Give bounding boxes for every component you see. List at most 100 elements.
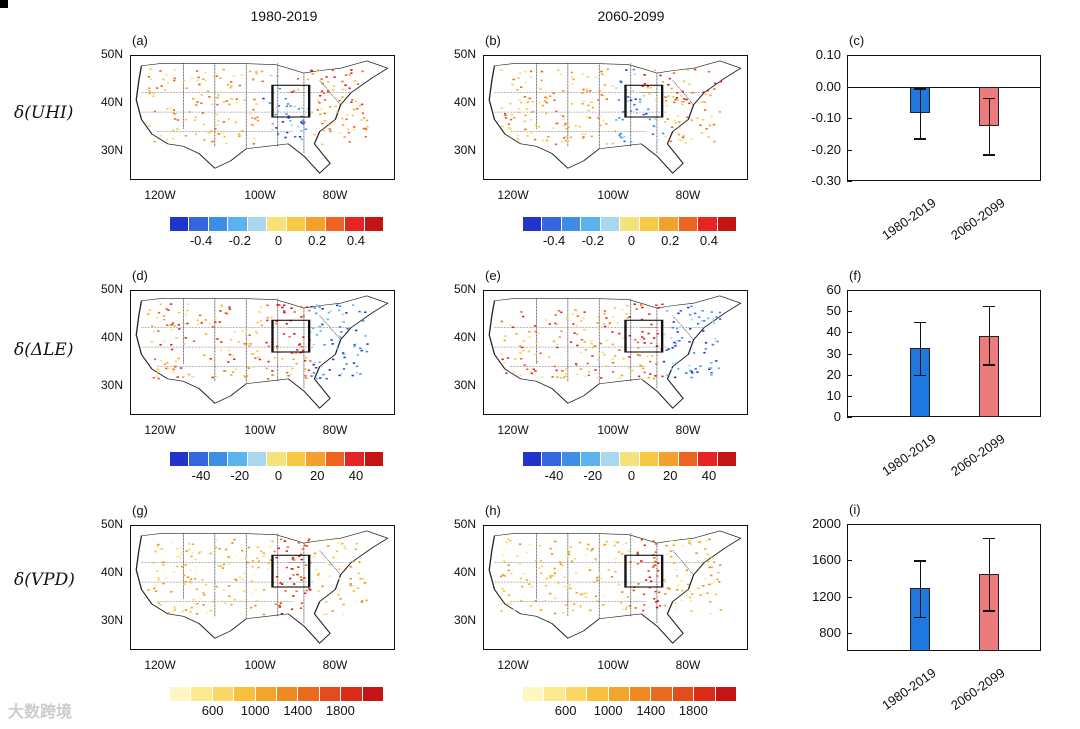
urban-point xyxy=(689,369,692,372)
urban-point xyxy=(328,124,332,126)
urban-point xyxy=(675,327,679,330)
urban-point xyxy=(203,354,206,356)
urban-point xyxy=(365,545,369,548)
urban-point xyxy=(673,376,677,379)
urban-point xyxy=(688,364,691,367)
urban-point xyxy=(364,311,367,314)
urban-point xyxy=(257,560,261,563)
lon-label: 120W xyxy=(497,188,529,202)
urban-point xyxy=(530,372,534,375)
lat-label: 50N xyxy=(453,282,476,296)
urban-point xyxy=(281,306,284,309)
urban-point xyxy=(587,566,590,569)
panel-letter-g: (g) xyxy=(132,503,148,518)
urban-point xyxy=(319,94,322,97)
urban-point xyxy=(292,90,296,92)
urban-point xyxy=(605,317,608,319)
urban-point xyxy=(296,78,300,80)
urban-point xyxy=(605,143,609,145)
urban-point xyxy=(661,81,665,83)
urban-point xyxy=(575,310,579,312)
urban-point xyxy=(281,121,285,123)
urban-point xyxy=(655,606,659,609)
urban-point xyxy=(312,327,315,329)
urban-point xyxy=(239,558,242,560)
urban-point xyxy=(582,136,585,138)
urban-point xyxy=(166,367,170,370)
urban-point xyxy=(692,91,695,94)
urban-point xyxy=(321,308,324,310)
urban-point xyxy=(556,569,560,572)
urban-point xyxy=(228,103,231,106)
colorbar-label: 0 xyxy=(627,468,636,483)
urban-point xyxy=(549,547,552,550)
urban-point xyxy=(540,79,543,82)
urban-point xyxy=(558,336,561,338)
urban-point xyxy=(178,328,181,330)
urban-point xyxy=(608,322,612,324)
urban-point xyxy=(173,77,176,80)
colorbar-swatch xyxy=(672,687,695,701)
urban-point xyxy=(312,343,316,346)
urban-point xyxy=(572,323,575,325)
urban-point xyxy=(336,557,339,560)
lat-label: 40N xyxy=(453,330,476,344)
urban-point xyxy=(280,612,284,615)
urban-point xyxy=(712,123,716,126)
urban-point xyxy=(194,133,198,135)
urban-point xyxy=(655,345,659,347)
urban-point xyxy=(552,540,556,543)
urban-point xyxy=(274,323,278,325)
urban-point xyxy=(171,322,175,324)
urban-point xyxy=(598,115,601,118)
error-cap xyxy=(914,560,926,562)
urban-point xyxy=(651,133,655,136)
urban-point xyxy=(176,119,180,121)
urban-point xyxy=(575,591,578,594)
urban-point xyxy=(548,323,552,325)
urban-point xyxy=(581,103,584,105)
urban-point xyxy=(702,330,705,332)
urban-point xyxy=(304,375,307,377)
urban-point xyxy=(690,318,694,321)
urban-point xyxy=(150,341,153,343)
urban-point xyxy=(170,590,173,593)
urban-point xyxy=(529,604,533,607)
urban-point xyxy=(181,565,184,568)
urban-point xyxy=(534,330,538,333)
urban-point xyxy=(656,600,660,602)
urban-point xyxy=(569,555,572,558)
urban-point xyxy=(706,592,709,595)
urban-point xyxy=(548,95,552,98)
urban-point xyxy=(692,371,695,374)
urban-point xyxy=(231,371,235,374)
urban-point xyxy=(296,573,299,576)
urban-point xyxy=(309,589,312,591)
urban-point xyxy=(227,118,231,120)
urban-point xyxy=(540,70,544,73)
urban-point xyxy=(345,118,348,121)
urban-point xyxy=(360,601,364,603)
urban-point xyxy=(719,80,723,83)
urban-point xyxy=(674,568,678,571)
urban-point xyxy=(176,555,179,558)
urban-point xyxy=(719,318,722,320)
urban-point xyxy=(165,138,169,141)
urban-point xyxy=(277,547,280,550)
urban-point xyxy=(305,545,309,547)
urban-point xyxy=(567,551,571,553)
urban-point xyxy=(172,112,175,115)
urban-point xyxy=(671,362,675,365)
urban-point xyxy=(352,560,355,563)
urban-point xyxy=(216,103,219,106)
urban-point xyxy=(243,375,246,377)
urban-point xyxy=(325,600,328,603)
urban-point xyxy=(289,373,292,376)
urban-point xyxy=(653,118,657,120)
urban-point xyxy=(545,319,548,321)
urban-point xyxy=(501,588,504,590)
urban-point xyxy=(203,139,206,141)
urban-point xyxy=(186,576,190,579)
lon-label: 120W xyxy=(144,423,176,437)
urban-point xyxy=(710,115,713,118)
